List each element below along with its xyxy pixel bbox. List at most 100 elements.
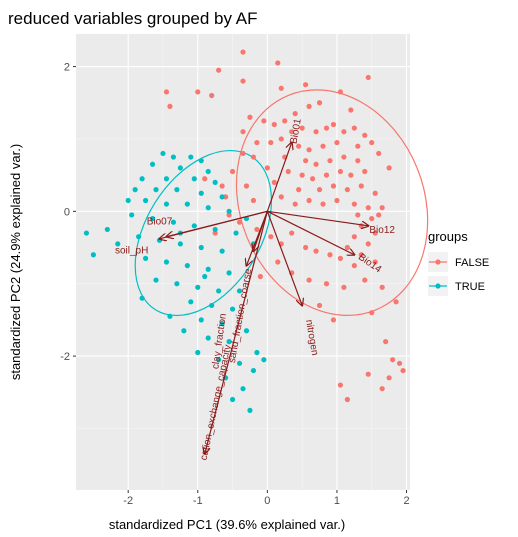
- chart-title: reduced variables grouped by AF: [8, 9, 258, 28]
- point-true: [153, 277, 159, 283]
- point-false: [376, 212, 382, 218]
- point-false: [303, 82, 309, 88]
- point-true: [83, 230, 90, 236]
- point-false: [303, 158, 309, 164]
- point-true: [216, 357, 222, 363]
- point-false: [289, 230, 295, 236]
- plot-panel: [76, 34, 410, 490]
- point-false: [323, 281, 330, 287]
- point-false: [306, 147, 312, 153]
- point-true: [219, 248, 225, 254]
- point-true: [163, 259, 170, 265]
- point-false: [355, 212, 361, 218]
- grid-major: [76, 34, 410, 490]
- point-true: [174, 281, 180, 287]
- point-false: [365, 241, 371, 247]
- point-false: [355, 143, 361, 149]
- point-false: [337, 89, 344, 95]
- point-true: [104, 226, 110, 233]
- vector-arrow: [266, 143, 291, 212]
- point-false: [362, 277, 368, 283]
- point-false: [327, 158, 333, 164]
- y-axis-label: standardized PC2 (24.9% explained var.): [8, 144, 23, 380]
- point-false: [372, 230, 378, 236]
- point-false: [306, 103, 312, 109]
- point-false: [289, 129, 295, 135]
- x-tick-label: -2: [123, 495, 133, 507]
- legend-label: TRUE: [455, 281, 485, 293]
- point-false: [296, 187, 302, 193]
- point-false: [316, 100, 323, 106]
- point-true: [170, 154, 177, 160]
- point-false: [236, 219, 243, 225]
- point-true: [247, 407, 253, 413]
- point-false: [316, 302, 323, 309]
- point-true: [136, 234, 142, 240]
- point-true: [198, 158, 204, 164]
- point-false: [358, 252, 364, 258]
- point-false: [243, 183, 250, 189]
- point-false: [362, 132, 368, 138]
- point-false: [240, 49, 246, 55]
- x-tick-label: -1: [193, 495, 203, 507]
- point-false: [351, 125, 357, 131]
- point-false: [400, 367, 406, 374]
- point-false: [163, 89, 170, 95]
- point-true: [125, 197, 131, 204]
- point-false: [386, 165, 392, 171]
- point-true: [236, 288, 243, 294]
- point-false: [240, 150, 246, 157]
- vector-label: Bio01: [289, 117, 304, 145]
- point-true: [198, 190, 204, 196]
- point-true: [233, 230, 239, 236]
- point-true: [149, 215, 156, 222]
- point-false: [337, 382, 344, 388]
- point-false: [219, 183, 225, 189]
- x-tick-label: 0: [264, 495, 270, 507]
- point-true: [139, 176, 145, 182]
- point-true: [191, 176, 197, 182]
- point-false: [240, 78, 246, 84]
- legend-key-point: [435, 283, 441, 289]
- vector-arrow: [205, 211, 268, 453]
- point-false: [362, 168, 368, 175]
- point-false: [226, 212, 232, 218]
- point-false: [202, 176, 208, 182]
- point-true: [163, 201, 170, 207]
- point-false: [271, 179, 277, 185]
- point-false: [229, 168, 236, 175]
- point-false: [369, 139, 375, 146]
- point-false: [330, 121, 337, 128]
- point-false: [257, 273, 263, 280]
- point-true: [188, 299, 194, 305]
- point-true: [229, 396, 236, 403]
- legend: groups FALSE TRUE: [428, 229, 489, 296]
- point-false: [271, 121, 277, 128]
- point-true: [243, 328, 250, 334]
- points: [83, 49, 406, 413]
- point-false: [390, 357, 396, 363]
- point-false: [292, 201, 298, 207]
- point-false: [247, 114, 253, 120]
- point-false: [264, 165, 270, 171]
- point-false: [299, 172, 305, 178]
- point-true: [177, 165, 183, 171]
- point-true: [188, 154, 194, 160]
- point-true: [149, 161, 156, 167]
- point-false: [365, 205, 371, 211]
- point-true: [195, 284, 201, 290]
- point-false: [313, 161, 319, 167]
- point-true: [90, 252, 96, 258]
- legend-label: FALSE: [455, 257, 489, 269]
- point-false: [240, 129, 246, 135]
- point-true: [219, 194, 225, 200]
- point-false: [369, 215, 375, 222]
- point-true: [202, 273, 208, 280]
- point-false: [341, 284, 347, 290]
- point-true: [163, 176, 170, 182]
- point-false: [278, 136, 284, 142]
- point-true: [132, 187, 138, 193]
- x-axis-label: standardized PC1 (39.6% explained var.): [109, 517, 345, 532]
- point-false: [334, 197, 340, 204]
- point-true: [216, 288, 222, 294]
